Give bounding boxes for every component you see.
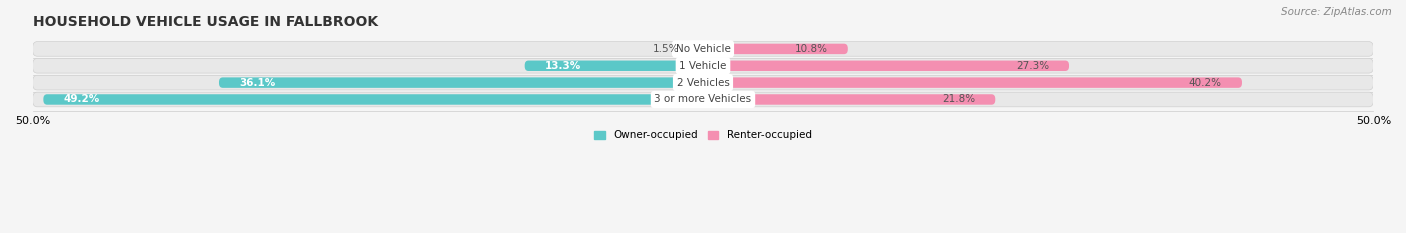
Text: No Vehicle: No Vehicle (675, 44, 731, 54)
Text: 40.2%: 40.2% (1189, 78, 1222, 88)
FancyBboxPatch shape (44, 94, 703, 105)
Text: 10.8%: 10.8% (794, 44, 828, 54)
Text: 36.1%: 36.1% (239, 78, 276, 88)
FancyBboxPatch shape (683, 44, 703, 54)
Text: 13.3%: 13.3% (544, 61, 581, 71)
FancyBboxPatch shape (32, 41, 1374, 56)
Text: Source: ZipAtlas.com: Source: ZipAtlas.com (1281, 7, 1392, 17)
FancyBboxPatch shape (219, 77, 703, 88)
Text: 1.5%: 1.5% (652, 44, 679, 54)
FancyBboxPatch shape (703, 94, 995, 105)
FancyBboxPatch shape (703, 61, 1069, 71)
Text: 27.3%: 27.3% (1015, 61, 1049, 71)
Text: 3 or more Vehicles: 3 or more Vehicles (654, 94, 752, 104)
Text: 49.2%: 49.2% (63, 94, 100, 104)
FancyBboxPatch shape (703, 44, 848, 54)
Text: 21.8%: 21.8% (942, 94, 976, 104)
FancyBboxPatch shape (32, 92, 1374, 107)
FancyBboxPatch shape (703, 77, 1241, 88)
Text: HOUSEHOLD VEHICLE USAGE IN FALLBROOK: HOUSEHOLD VEHICLE USAGE IN FALLBROOK (32, 15, 378, 29)
FancyBboxPatch shape (32, 58, 1374, 73)
FancyBboxPatch shape (524, 61, 703, 71)
FancyBboxPatch shape (32, 75, 1374, 90)
Text: 1 Vehicle: 1 Vehicle (679, 61, 727, 71)
Legend: Owner-occupied, Renter-occupied: Owner-occupied, Renter-occupied (591, 126, 815, 145)
Text: 2 Vehicles: 2 Vehicles (676, 78, 730, 88)
